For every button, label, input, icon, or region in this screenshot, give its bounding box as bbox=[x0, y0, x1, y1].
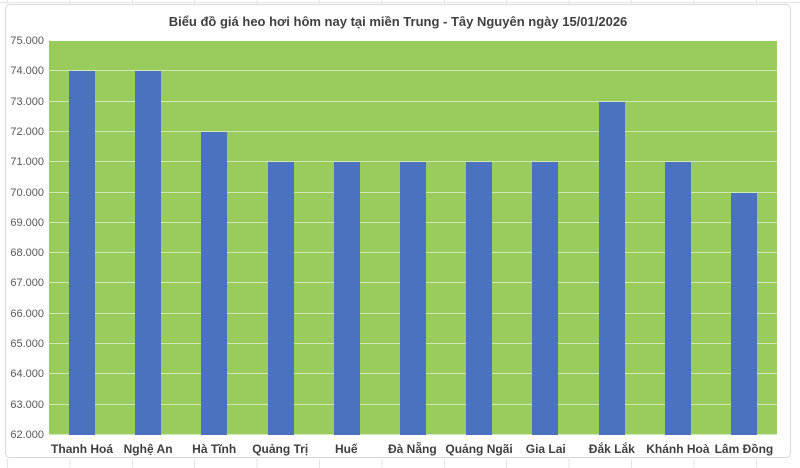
chart-frame[interactable]: Biểu đồ giá heo hơi hôm nay tại miền Tru… bbox=[5, 4, 791, 458]
y-axis: 75.000 74.000 73.000 72.000 71.000 70.000 69.0… bbox=[6, 35, 44, 441]
x-axis: Thanh Hoá Nghệ An Hà Tĩnh Quảng Trị Huế Đà Nẵ… bbox=[49, 442, 777, 456]
y-tick-label: 64.000 bbox=[10, 368, 44, 381]
y-tick-label: 65.000 bbox=[10, 338, 44, 351]
y-tick-label: 70.000 bbox=[10, 186, 44, 199]
x-tick-label: Lâm Đồng bbox=[714, 442, 774, 456]
gridline bbox=[49, 100, 777, 102]
x-tick-label: Đắk Lắk bbox=[588, 442, 635, 456]
bar[interactable] bbox=[333, 162, 360, 435]
spreadsheet-bottom-strip bbox=[0, 459, 800, 468]
y-tick-label: 67.000 bbox=[10, 277, 44, 290]
bar[interactable] bbox=[201, 131, 228, 435]
y-tick-label: 72.000 bbox=[10, 125, 44, 138]
x-tick-label: Nghệ An bbox=[123, 442, 173, 456]
chart-title: Biểu đồ giá heo hơi hôm nay tại miền Tru… bbox=[168, 14, 628, 29]
bar[interactable] bbox=[69, 71, 96, 435]
gridline bbox=[49, 70, 777, 72]
y-tick-label: 73.000 bbox=[10, 95, 44, 108]
x-tick-label: Quảng Trị bbox=[252, 442, 309, 456]
y-tick-label: 63.000 bbox=[10, 398, 44, 411]
x-tick-label: Hà Tĩnh bbox=[192, 442, 237, 456]
spreadsheet-row-line bbox=[0, 2, 800, 3]
x-tick-label: Đà Nẵng bbox=[388, 442, 437, 456]
bar[interactable] bbox=[267, 162, 294, 435]
y-tick-label: 75.000 bbox=[10, 35, 44, 47]
plot-area bbox=[49, 41, 777, 435]
bar[interactable] bbox=[664, 162, 691, 435]
bar[interactable] bbox=[532, 162, 559, 435]
y-tick-label: 71.000 bbox=[10, 156, 44, 169]
y-tick-label: 69.000 bbox=[10, 216, 44, 229]
x-tick-label: Huế bbox=[334, 442, 358, 456]
gridline bbox=[49, 161, 777, 163]
bar[interactable] bbox=[400, 162, 426, 435]
x-tick-label: Gia Lai bbox=[525, 442, 566, 456]
bar[interactable] bbox=[135, 71, 162, 435]
bar[interactable] bbox=[730, 192, 757, 435]
x-tick-label: Thanh Hoá bbox=[51, 442, 114, 456]
y-tick-label: 62.000 bbox=[10, 429, 44, 441]
gridline bbox=[49, 130, 777, 132]
bar[interactable] bbox=[598, 101, 625, 435]
bar[interactable] bbox=[466, 162, 493, 435]
x-tick-label: Khánh Hoà bbox=[646, 442, 710, 456]
x-tick-label: Quảng Ngãi bbox=[445, 442, 513, 456]
y-tick-label: 66.000 bbox=[10, 307, 44, 320]
y-tick-label: 74.000 bbox=[10, 65, 44, 78]
y-tick-label: 68.000 bbox=[10, 247, 44, 260]
